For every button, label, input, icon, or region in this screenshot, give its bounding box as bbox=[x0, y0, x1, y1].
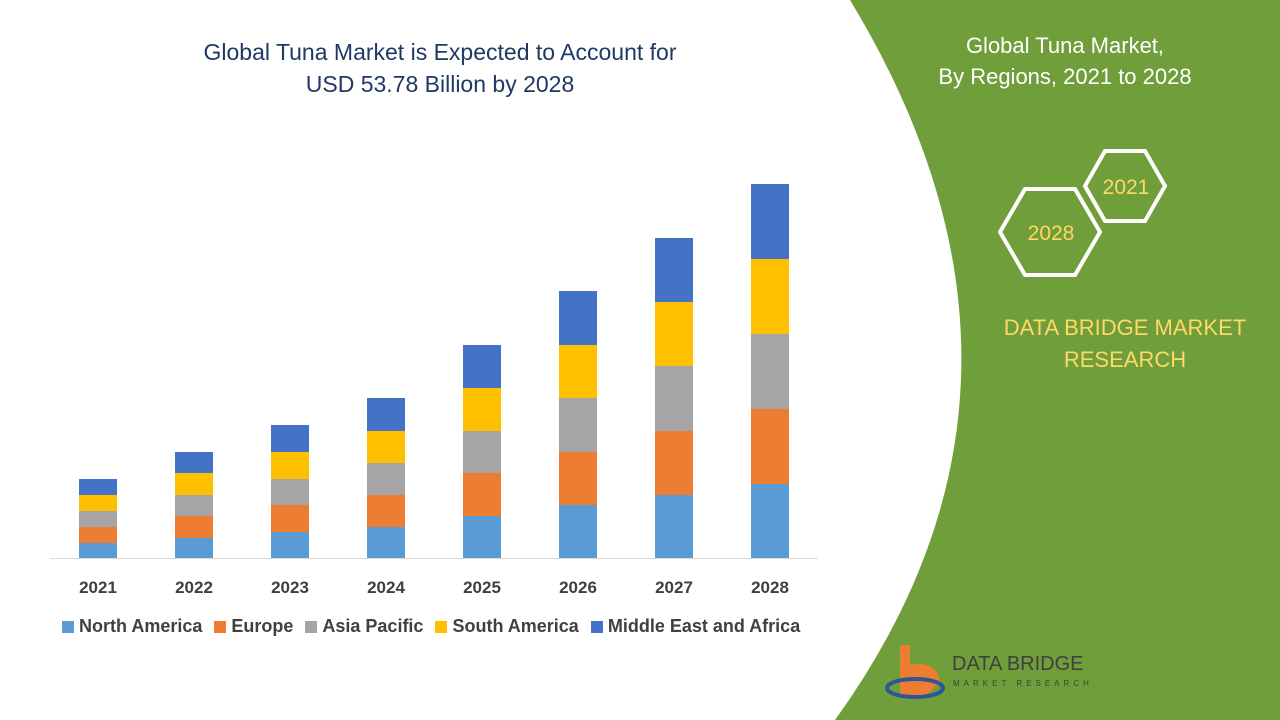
bar-segment bbox=[751, 184, 789, 259]
bar-segment bbox=[271, 425, 309, 452]
bar-segment bbox=[463, 345, 501, 388]
hexagon-label: 2028 bbox=[1028, 222, 1075, 245]
legend-item: Europe bbox=[214, 616, 293, 637]
logo: DATA BRIDGE MARKET RESEARCH bbox=[885, 645, 1093, 699]
bar-segment bbox=[367, 431, 405, 463]
bar-segment bbox=[655, 431, 693, 495]
legend-item: Asia Pacific bbox=[305, 616, 423, 637]
x-tick-label: 2027 bbox=[655, 578, 693, 597]
bar-segment bbox=[655, 366, 693, 431]
bar-segment bbox=[559, 291, 597, 345]
bar-segment bbox=[79, 495, 117, 511]
x-tick-label: 2023 bbox=[271, 578, 309, 597]
bar-segment bbox=[751, 409, 789, 484]
bar-segment bbox=[271, 532, 309, 558]
logo-name: DATA BRIDGE bbox=[952, 653, 1084, 675]
legend-item: South America bbox=[435, 616, 579, 637]
bar-segment bbox=[751, 259, 789, 334]
side-title: Global Tuna Market, By Regions, 2021 to … bbox=[905, 30, 1225, 92]
bar-segment bbox=[175, 452, 213, 473]
brand: DATA BRIDGE MARKET RESEARCH bbox=[985, 312, 1265, 376]
bar-segment bbox=[367, 495, 405, 527]
side-title-line: By Regions, 2021 to 2028 bbox=[938, 64, 1192, 89]
x-tick-label: 2025 bbox=[463, 578, 501, 597]
bar-segment bbox=[463, 388, 501, 431]
bar-segment bbox=[79, 479, 117, 495]
bar-segment bbox=[367, 398, 405, 431]
bar-segment bbox=[175, 495, 213, 516]
logo-icon bbox=[900, 645, 940, 698]
legend-swatch bbox=[590, 620, 603, 633]
side-panel-bg bbox=[835, 0, 1280, 720]
bar-segment bbox=[559, 345, 597, 398]
legend: North America Europe Asia Pacific South Ame… bbox=[62, 616, 800, 637]
bar-segment bbox=[559, 452, 597, 505]
bar-segment bbox=[79, 511, 117, 527]
brand-line: DATA BRIDGE MARKET bbox=[1003, 315, 1247, 340]
bar-segment bbox=[367, 463, 405, 495]
x-tick-label: 2021 bbox=[79, 578, 117, 597]
legend-label: Middle East and Africa bbox=[607, 616, 801, 636]
legend-label: Asia Pacific bbox=[322, 616, 424, 636]
brand-line: RESEARCH bbox=[1063, 347, 1187, 372]
bar-segment bbox=[175, 516, 213, 538]
side-title-line: Global Tuna Market, bbox=[965, 33, 1165, 58]
legend-label: North America bbox=[79, 616, 203, 636]
legend-label: South America bbox=[452, 616, 579, 636]
legend-item: Middle East and Africa bbox=[590, 616, 801, 637]
bar-segment bbox=[751, 484, 789, 558]
x-tick-label: 2024 bbox=[367, 578, 405, 597]
logo-icon bbox=[885, 677, 945, 699]
bar-segment bbox=[79, 527, 117, 543]
x-tick-label: 2022 bbox=[175, 578, 213, 597]
hexagon bbox=[997, 187, 1103, 277]
legend-label: Europe bbox=[231, 616, 294, 636]
bar-segment bbox=[559, 505, 597, 558]
legend-swatch bbox=[435, 620, 448, 633]
x-tick-label: 2028 bbox=[751, 578, 789, 597]
bar-segment bbox=[655, 495, 693, 558]
hexagon bbox=[1082, 149, 1168, 223]
bar-segment bbox=[271, 479, 309, 505]
bar-segment bbox=[367, 527, 405, 558]
x-tick-label: 2026 bbox=[559, 578, 597, 597]
bar-segment bbox=[79, 543, 117, 558]
bar-segment bbox=[559, 398, 597, 452]
bar-segment bbox=[751, 334, 789, 409]
bar-segment bbox=[175, 473, 213, 495]
legend-swatch bbox=[214, 620, 227, 633]
logo-tagline: MARKET RESEARCH bbox=[953, 679, 1093, 688]
bar-segment bbox=[463, 431, 501, 473]
bar-segment bbox=[463, 473, 501, 516]
bar-segment bbox=[463, 516, 501, 558]
hexagon-label: 2021 bbox=[1103, 176, 1150, 199]
chart-title: Global Tuna Market is Expected to Accoun… bbox=[130, 36, 750, 100]
bar-segment bbox=[175, 538, 213, 558]
bar-segment bbox=[271, 452, 309, 479]
title-line: Global Tuna Market is Expected to Accoun… bbox=[203, 39, 677, 65]
legend-swatch bbox=[305, 620, 318, 633]
title-line: USD 53.78 Billion by 2028 bbox=[305, 71, 575, 97]
bar-segment bbox=[271, 505, 309, 532]
bar-segment bbox=[655, 238, 693, 302]
bar-segment bbox=[655, 302, 693, 366]
legend-swatch bbox=[62, 620, 74, 633]
legend-item: North America bbox=[62, 616, 202, 637]
